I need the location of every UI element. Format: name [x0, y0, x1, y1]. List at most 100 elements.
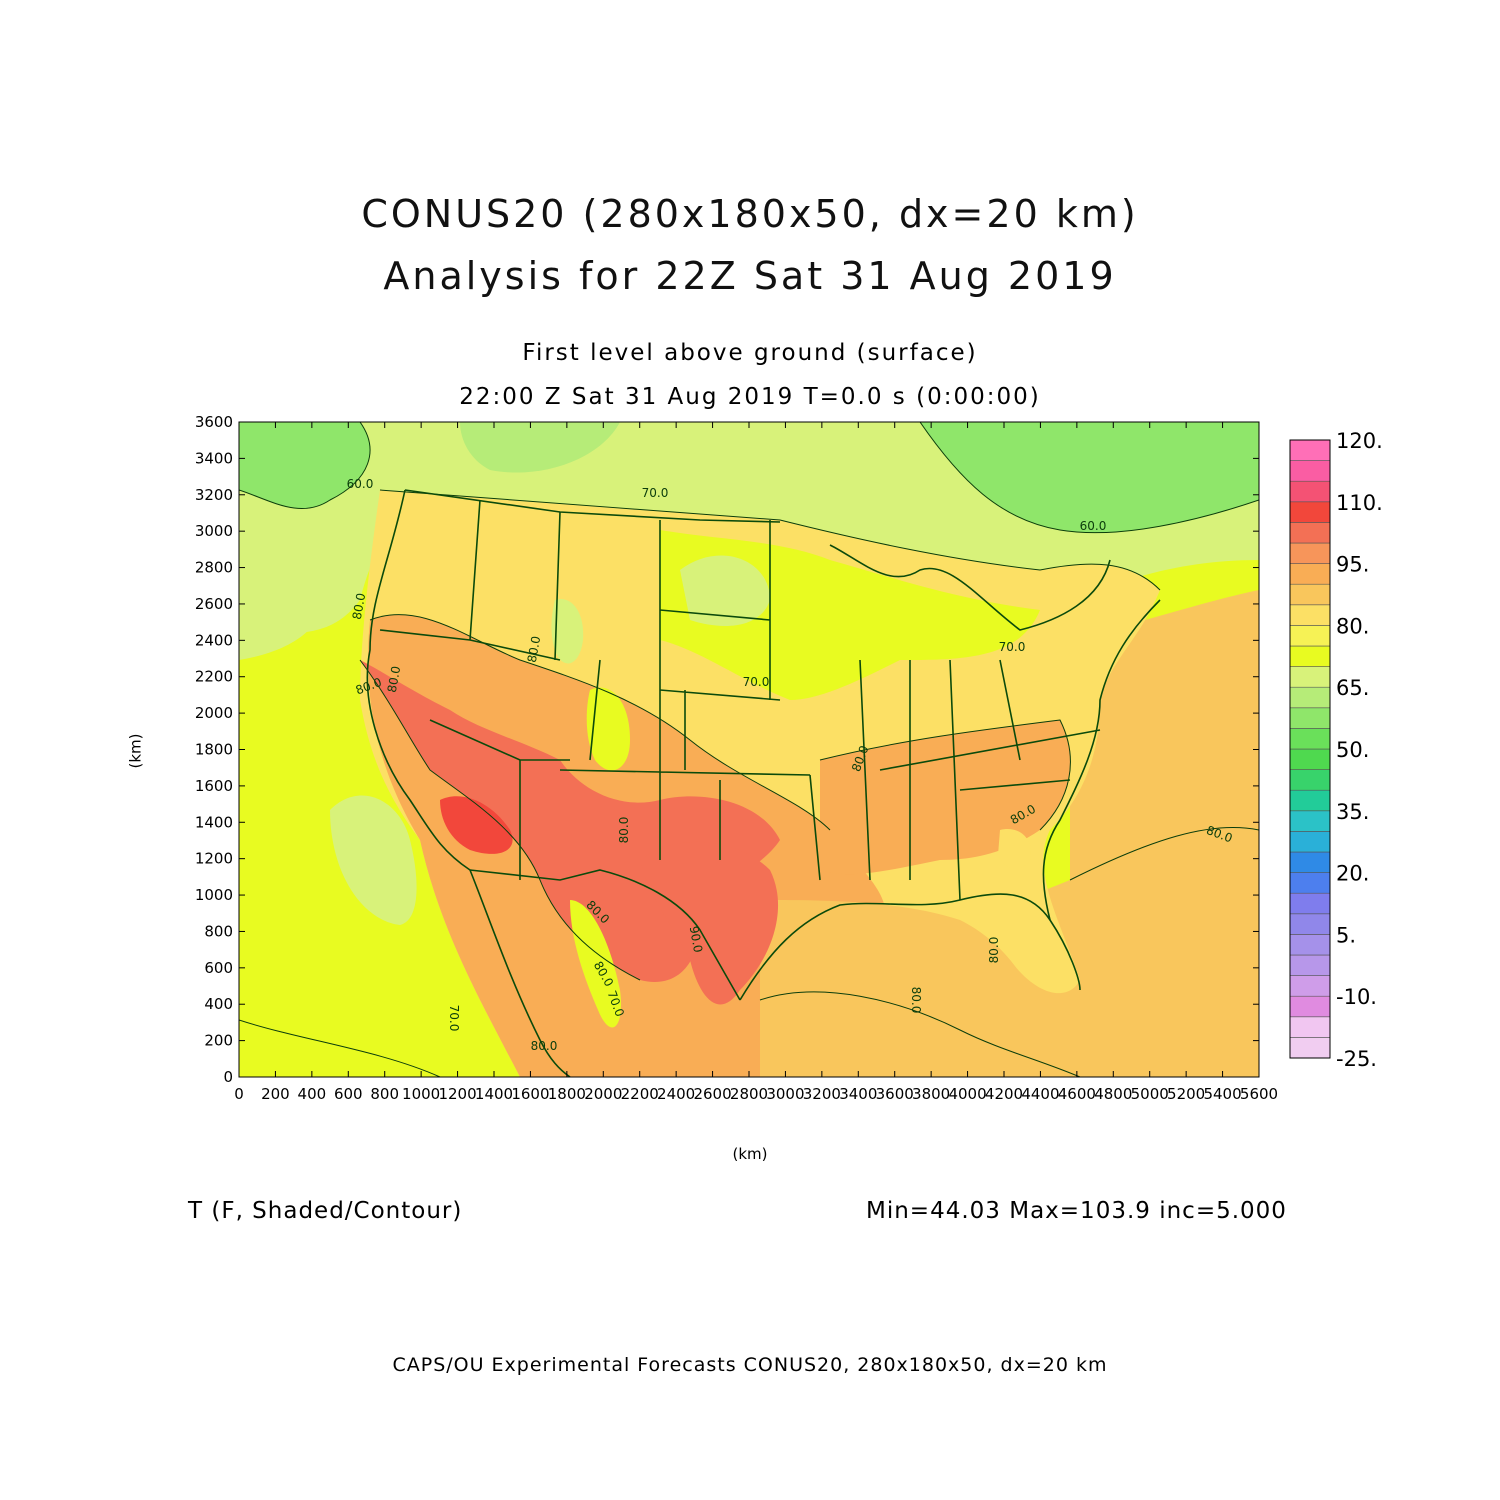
contour-label: 70.0 [743, 675, 770, 689]
pacific-cool-patch [330, 795, 417, 925]
y-axis-label: (km) [126, 733, 145, 769]
colorbar-swatch [1289, 851, 1331, 873]
colorbar-swatch [1289, 769, 1331, 791]
colorbar-label: 120. [1336, 429, 1383, 453]
colorbar-swatch [1289, 480, 1331, 503]
colorbar-labels: 120. 110. 95. 80. 65. 50. 35. 20. 5. -10. -25. [1336, 429, 1383, 1071]
contour-label: 80.0 [525, 635, 543, 664]
y-tick-label: 0 [223, 1068, 233, 1086]
y-tick-label: 1200 [195, 850, 233, 868]
colorbar-swatch [1289, 995, 1331, 1018]
x-tick-label: 1600 [511, 1085, 549, 1103]
x-tick-label: 4200 [985, 1085, 1023, 1103]
colorbar-swatch [1289, 542, 1331, 564]
contour-labels: 60.0 70.0 60.0 80.0 80.0 70.0 80.0 80.0 80.0 80.0… [347, 477, 1235, 1053]
y-axis-ticks: 0 200 400 600 800 1000 1200 1400 1600 1800 2000 220… [195, 413, 1259, 1086]
colorbar-swatch [1289, 583, 1331, 606]
contour-label: 70.0 [642, 486, 669, 500]
sierra-madre-cool [570, 900, 621, 1028]
contour-label: 80.0 [350, 592, 368, 621]
x-tick-label: 1200 [438, 1085, 476, 1103]
colorbar-swatch [1289, 934, 1331, 956]
x-tick-label: 2600 [693, 1085, 731, 1103]
footer-credit: CAPS/OU Experimental Forecasts CONUS20, … [392, 1354, 1108, 1376]
y-tick-label: 800 [204, 922, 233, 940]
x-tick-label: 2000 [584, 1085, 622, 1103]
colorbar-swatch [1289, 954, 1331, 976]
state-lines-west [379, 499, 601, 880]
boundaries [366, 489, 1161, 1077]
colorbar-swatch [1289, 666, 1331, 688]
east-coast [1042, 599, 1161, 921]
x-tick-label: 4000 [948, 1085, 986, 1103]
colorbar-swatch [1289, 789, 1331, 812]
contour-80-se [819, 719, 1071, 831]
colorbar-frame [1289, 439, 1331, 1059]
time-subtitle: 22:00 Z Sat 31 Aug 2019 T=0.0 s (0:00:00… [459, 384, 1041, 410]
colorbar-swatch [1289, 728, 1331, 750]
contour-label: 70.0 [447, 1005, 461, 1032]
contour-label: 90.0 [687, 925, 705, 954]
contour-60-east [919, 422, 1259, 534]
colorbar-label: 95. [1336, 553, 1369, 577]
contour-label: 80.0 [531, 1039, 558, 1053]
x-tick-label: 5000 [1131, 1085, 1169, 1103]
hudson-cool [460, 422, 620, 473]
colorbar-swatch [1289, 686, 1331, 709]
x-tick-label: 1800 [548, 1085, 586, 1103]
contour-label: 60.0 [347, 477, 374, 491]
x-tick-label: 3400 [839, 1085, 877, 1103]
canada-cool-region [920, 422, 1259, 533]
baja-coast [469, 869, 571, 1077]
colorbar-label: 35. [1336, 800, 1369, 824]
colorbar-swatch [1289, 810, 1331, 832]
x-tick-label: 2800 [730, 1085, 768, 1103]
x-tick-label: 200 [261, 1085, 290, 1103]
y-tick-label: 3200 [195, 486, 233, 504]
contour-80-gulf [759, 991, 1081, 1077]
x-tick-label: 3800 [912, 1085, 950, 1103]
x-tick-label: 1400 [475, 1085, 513, 1103]
colorbar-swatch [1289, 892, 1331, 915]
colorbar-label: 5. [1336, 923, 1356, 947]
x-tick-label: 2200 [621, 1085, 659, 1103]
texas-hot [640, 841, 779, 1005]
colorbar-swatch [1289, 1037, 1331, 1059]
y-tick-label: 2400 [195, 631, 233, 649]
x-tick-label: 3000 [766, 1085, 804, 1103]
colorbar-label: 20. [1336, 862, 1369, 886]
contour-90-sw [359, 659, 641, 981]
field-label: T (F, Shaded/Contour) [188, 1198, 463, 1224]
colorbar-swatch [1289, 831, 1331, 853]
colorbar-swatch [1289, 975, 1331, 997]
chart-title-analysis: Analysis for 22Z Sat 31 Aug 2019 [383, 254, 1117, 298]
colorbar-swatch [1289, 872, 1331, 894]
x-tick-label: 4400 [1021, 1085, 1059, 1103]
dakota-cool-spot [680, 555, 770, 626]
gulf-warm [760, 900, 1060, 1077]
x-tick-label: 0 [234, 1085, 244, 1103]
contour-60-west [239, 422, 371, 509]
pacific-nw-band [239, 580, 322, 660]
x-tick-label: 4800 [1094, 1085, 1132, 1103]
colorbar [1289, 439, 1331, 1059]
contour-label: 60.0 [1080, 519, 1107, 533]
contour-70-pacific [239, 1019, 441, 1077]
field-stats: Min=44.03 Max=103.9 inc=5.000 [866, 1198, 1287, 1224]
colorbar-label: 110. [1336, 491, 1383, 515]
colorbar-swatch [1289, 625, 1331, 647]
x-tick-label: 600 [334, 1085, 363, 1103]
contour-label: 80.0 [617, 817, 631, 844]
y-tick-label: 1800 [195, 741, 233, 759]
great-lakes-outline [829, 544, 1111, 631]
colorbar-swatch [1289, 460, 1331, 482]
y-tick-label: 2600 [195, 595, 233, 613]
wyoming-cool [551, 599, 584, 664]
contour-label: 80.0 [987, 937, 1001, 964]
chart-title: CONUS20 (280x180x50, dx=20 km) [361, 192, 1139, 236]
colorbar-swatch [1289, 1016, 1331, 1038]
contour-label: 70.0 [999, 640, 1026, 654]
x-tick-label: 5400 [1203, 1085, 1241, 1103]
y-tick-label: 2200 [195, 668, 233, 686]
